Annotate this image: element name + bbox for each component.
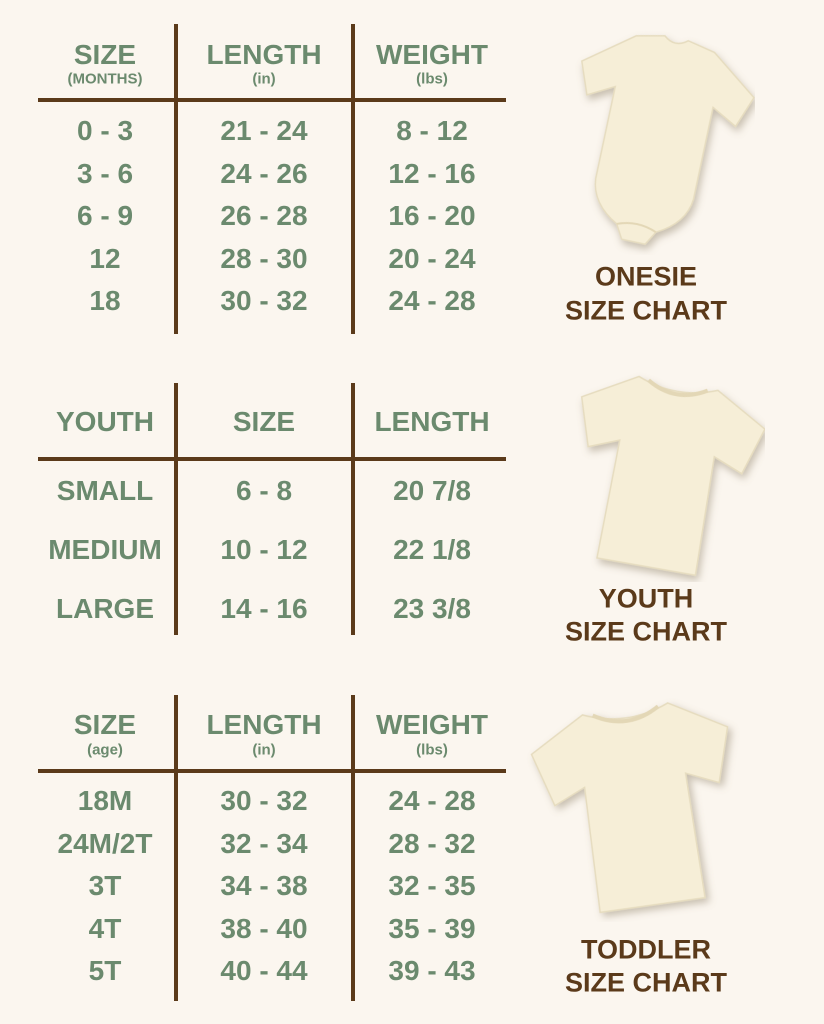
table-cell: 20 7/8: [393, 475, 471, 506]
table-cell: 26 - 28: [220, 200, 308, 231]
header-length: LENGTH: [206, 39, 322, 70]
youth-caption-title: YOUTH: [598, 583, 694, 614]
table-cell: 14 - 16: [220, 593, 308, 624]
table-cell: 34 - 38: [220, 870, 308, 901]
table-cell: 0 - 3: [76, 115, 134, 146]
table-cell: 3 - 6: [76, 157, 134, 189]
header-length-unit: (in): [252, 70, 276, 88]
column-divider: [351, 695, 355, 1001]
table-cell: 22 1/8: [393, 534, 471, 565]
table-cell: 18: [89, 285, 121, 316]
header-length: LENGTH: [206, 709, 322, 740]
table-cell: 21 - 24: [220, 115, 308, 146]
header-weight-unit: (lbs): [416, 70, 448, 88]
header-weight: WEIGHT: [376, 39, 488, 70]
table-cell: 4T: [88, 912, 122, 944]
table-cell: 24M/2T: [57, 827, 153, 859]
toddler-tshirt-image: [530, 702, 729, 914]
table-cell: LARGE: [56, 593, 154, 624]
header-size-unit: (MONTHS): [67, 70, 143, 88]
table-cell: 12: [89, 242, 121, 274]
column-divider: [174, 383, 178, 635]
onesie-caption-title: ONESIE: [594, 261, 698, 292]
table-cell: 5T: [88, 955, 122, 986]
table-cell: 38 - 40: [220, 912, 308, 944]
table-cell: 24 - 28: [388, 785, 476, 816]
toddler-caption-title: TODDLER: [580, 934, 711, 965]
header-size-unit: (age): [87, 741, 123, 759]
table-cell: 28 - 30: [220, 242, 308, 274]
column-divider: [351, 24, 355, 334]
header-length-unit: (in): [252, 741, 276, 759]
table-cell: 32 - 35: [388, 870, 476, 901]
table-cell: 35 - 39: [388, 912, 476, 944]
table-cell: 10 - 12: [220, 534, 308, 565]
table-cell: 6 - 8: [235, 475, 293, 506]
toddler-caption-subtitle: SIZE CHART: [565, 967, 727, 998]
table-cell: 20 - 24: [388, 242, 476, 274]
header-divider: [38, 769, 506, 773]
table-cell: 24 - 26: [220, 157, 308, 189]
header-size: SIZE: [73, 39, 137, 70]
column-divider: [351, 383, 355, 635]
header-divider: [38, 457, 506, 461]
header-length: LENGTH: [374, 406, 490, 437]
table-cell: 3T: [88, 870, 122, 901]
header-size: SIZE: [232, 406, 296, 437]
youth-tshirt-image: [580, 375, 765, 577]
table-cell: 12 - 16: [388, 157, 476, 189]
table-cell: 30 - 32: [220, 785, 308, 816]
header-weight: WEIGHT: [376, 709, 488, 740]
column-divider: [174, 24, 178, 334]
header-divider: [38, 98, 506, 102]
table-cell: 24 - 28: [388, 285, 476, 316]
table-cell: 32 - 34: [220, 827, 308, 859]
onesie-caption-subtitle: SIZE CHART: [565, 295, 727, 326]
header-youth: YOUTH: [56, 406, 154, 437]
header-size: SIZE: [73, 709, 137, 740]
header-weight-unit: (lbs): [416, 741, 448, 759]
table-cell: 18M: [77, 785, 133, 816]
table-cell: SMALL: [56, 475, 154, 506]
table-cell: 6 - 9: [76, 200, 134, 231]
table-cell: MEDIUM: [48, 534, 162, 565]
table-cell: 39 - 43: [388, 955, 476, 986]
column-divider: [174, 695, 178, 1001]
table-cell: 40 - 44: [220, 955, 308, 986]
table-cell: 28 - 32: [388, 827, 476, 859]
youth-caption-subtitle: SIZE CHART: [565, 616, 727, 647]
table-cell: 16 - 20: [388, 200, 476, 231]
table-cell: 30 - 32: [220, 285, 308, 316]
onesie-image: [580, 35, 755, 246]
table-cell: 8 - 12: [396, 115, 468, 146]
table-cell: 23 3/8: [393, 593, 471, 624]
